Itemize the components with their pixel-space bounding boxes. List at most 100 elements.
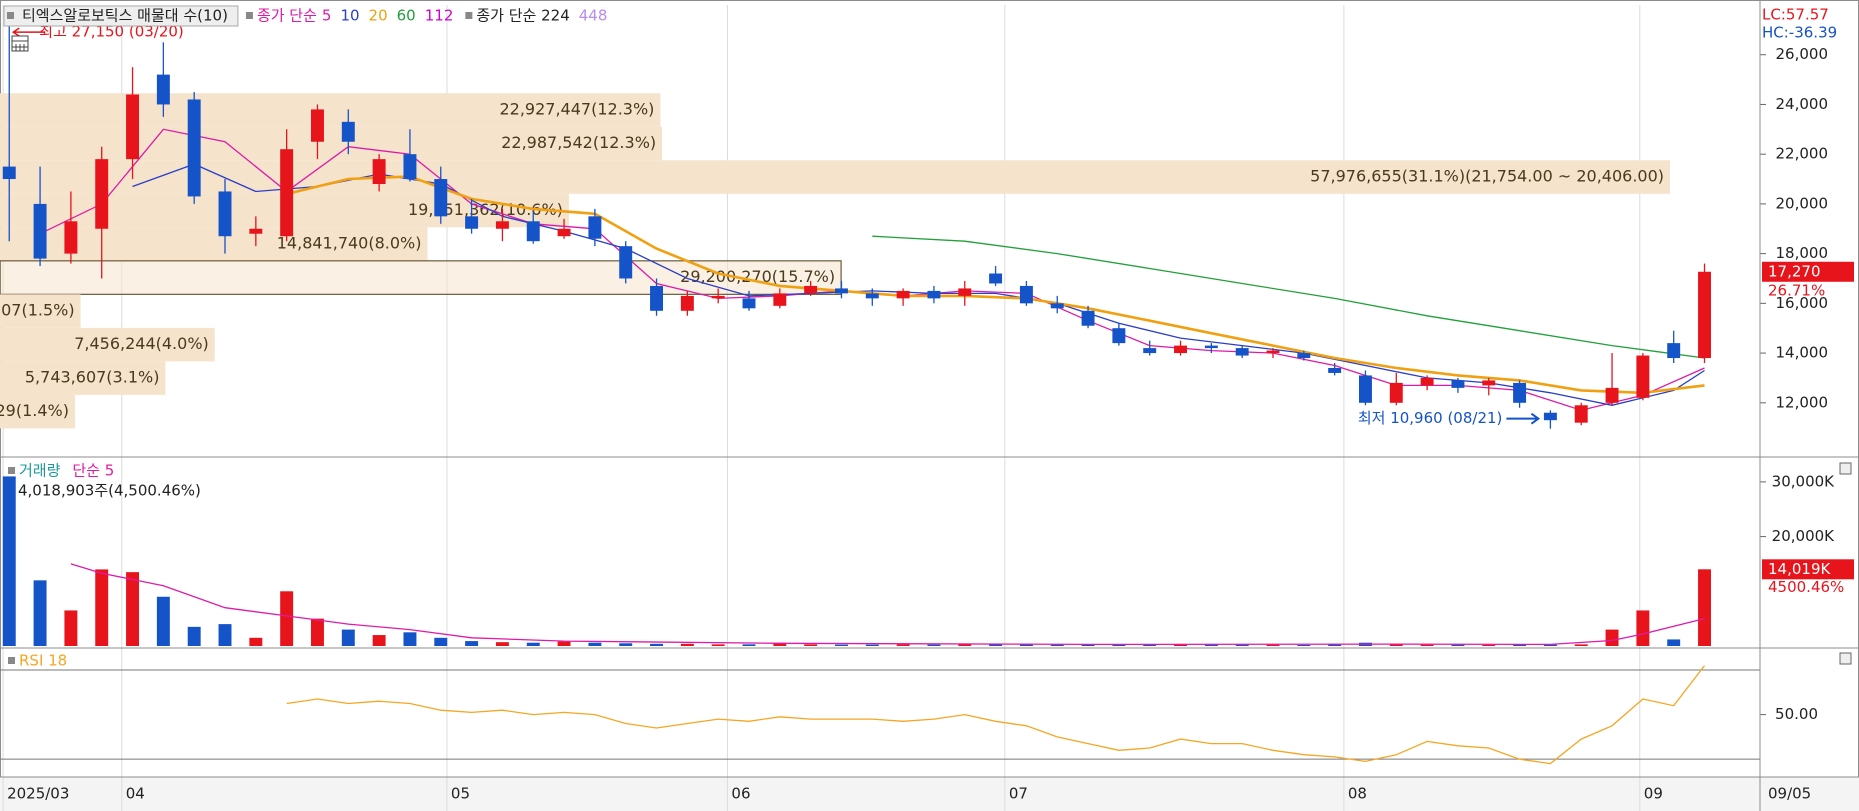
y-tick-label: 20,000 [1776,194,1829,212]
volume-bar [403,632,417,646]
volume-bar [218,624,232,646]
legend-item: 60 [397,7,416,25]
volume-bar [619,643,633,646]
candle-body [249,228,263,234]
calendar-icon[interactable] [11,35,29,52]
candle-body [1574,405,1588,423]
last-price-label: 17,270 [1768,262,1821,280]
volume-info: 4,018,903주(4,500.46%) [18,482,201,500]
candle-body [619,246,633,279]
candle-body [372,159,386,185]
volume-bar [742,644,756,646]
candle-body [1143,348,1157,354]
candle-body [95,159,109,229]
volume-bar [1420,644,1434,646]
candle-body [341,121,355,142]
candle-body [434,179,448,217]
candle-body [650,285,664,311]
y-tick-label: 20,000K [1772,527,1835,545]
y-tick-label: 14,000 [1776,344,1829,362]
volume-bar [650,643,664,646]
legend-item: 5 [322,7,332,25]
legend-item: 112 [425,7,454,25]
volume-bar [1019,644,1033,646]
candle-body [64,221,78,254]
legend-item: 단순 5 [72,462,114,480]
date-axis-band [0,777,1859,811]
profile-label: 57,976,655(31.1%)(21,754.00 ~ 20,406.00) [1310,167,1664,186]
rsi-line [286,665,1706,765]
candle-body [187,99,201,197]
x-tick-label: 09 [1644,785,1663,803]
candle-body [773,293,787,306]
volume-bar [64,610,78,646]
volume-bar [1667,639,1681,646]
volume-bar [1698,569,1711,646]
candle-body [834,288,848,294]
candle-body [33,203,47,259]
volume-bar [372,635,386,646]
calendar-grid [12,40,28,51]
ma-line [872,235,1705,359]
candle-body [1235,348,1249,356]
candle-body [2,166,16,180]
volume-bar [1482,644,1496,646]
candle-body [865,293,879,299]
legend-item: 종가 단순 224 [476,7,569,25]
x-tick-label: 04 [126,785,145,803]
last-volume-change: 4500.46% [1768,578,1844,596]
volume-bar [1543,644,1557,646]
close-button[interactable] [1839,462,1852,475]
candle-body [680,295,694,311]
x-tick-label: 2025/03 [7,785,69,803]
legend-item: 거래량 [19,462,61,480]
candle-body [465,216,479,229]
candle-body [126,94,140,160]
candle-body [1328,367,1342,373]
volume-ma-line [70,563,1705,646]
lc-label: LC:57.57 [1762,6,1829,24]
volume-bar [958,644,972,646]
volume-bar [834,644,848,646]
candle-body [804,285,818,294]
legend-item: 티엑스알로보틱스 매물대 수(10) [22,7,228,25]
candle-body [989,273,1003,284]
volume-bar [156,596,170,646]
candle-body [1451,380,1465,388]
candle-body [1174,345,1187,354]
y-tick-label: 22,000 [1776,145,1829,163]
close-button[interactable] [1839,652,1852,665]
legend-marker [465,12,473,19]
volume-bar [280,591,294,646]
volume-bar [1513,644,1527,646]
candle-body [1081,310,1095,326]
x-tick-label: 07 [1009,785,1028,803]
last-price-change: 26.71% [1768,281,1825,299]
candle-body [742,298,756,309]
volume-bar [865,644,879,646]
volume-bar [1574,644,1588,646]
volume-bar [1112,644,1126,646]
volume-bar [557,641,571,646]
volume-bar [711,644,725,646]
volume-bar [33,580,47,646]
profile-label: 2,797,707(1.5%) [0,301,75,320]
legend-marker [8,467,15,474]
volume-bar [804,644,818,646]
profile-bar [0,361,166,395]
low-annotation: 최저 10,960 (08/21) [1358,409,1503,427]
candle-body [1543,412,1557,421]
candle-body [1297,353,1311,359]
candle-body [1019,285,1033,304]
y-tick-label: 26,000 [1776,45,1829,63]
legend-marker [7,12,14,19]
candle-body [218,191,232,237]
candle-body [1605,387,1619,403]
y-tick-label: 24,000 [1776,95,1829,113]
x-tick-label: 05 [451,785,470,803]
volume-bar [1328,644,1342,646]
volume-bar [1235,644,1249,646]
candle-body [1204,345,1218,349]
x-tick-label: 08 [1348,785,1367,803]
